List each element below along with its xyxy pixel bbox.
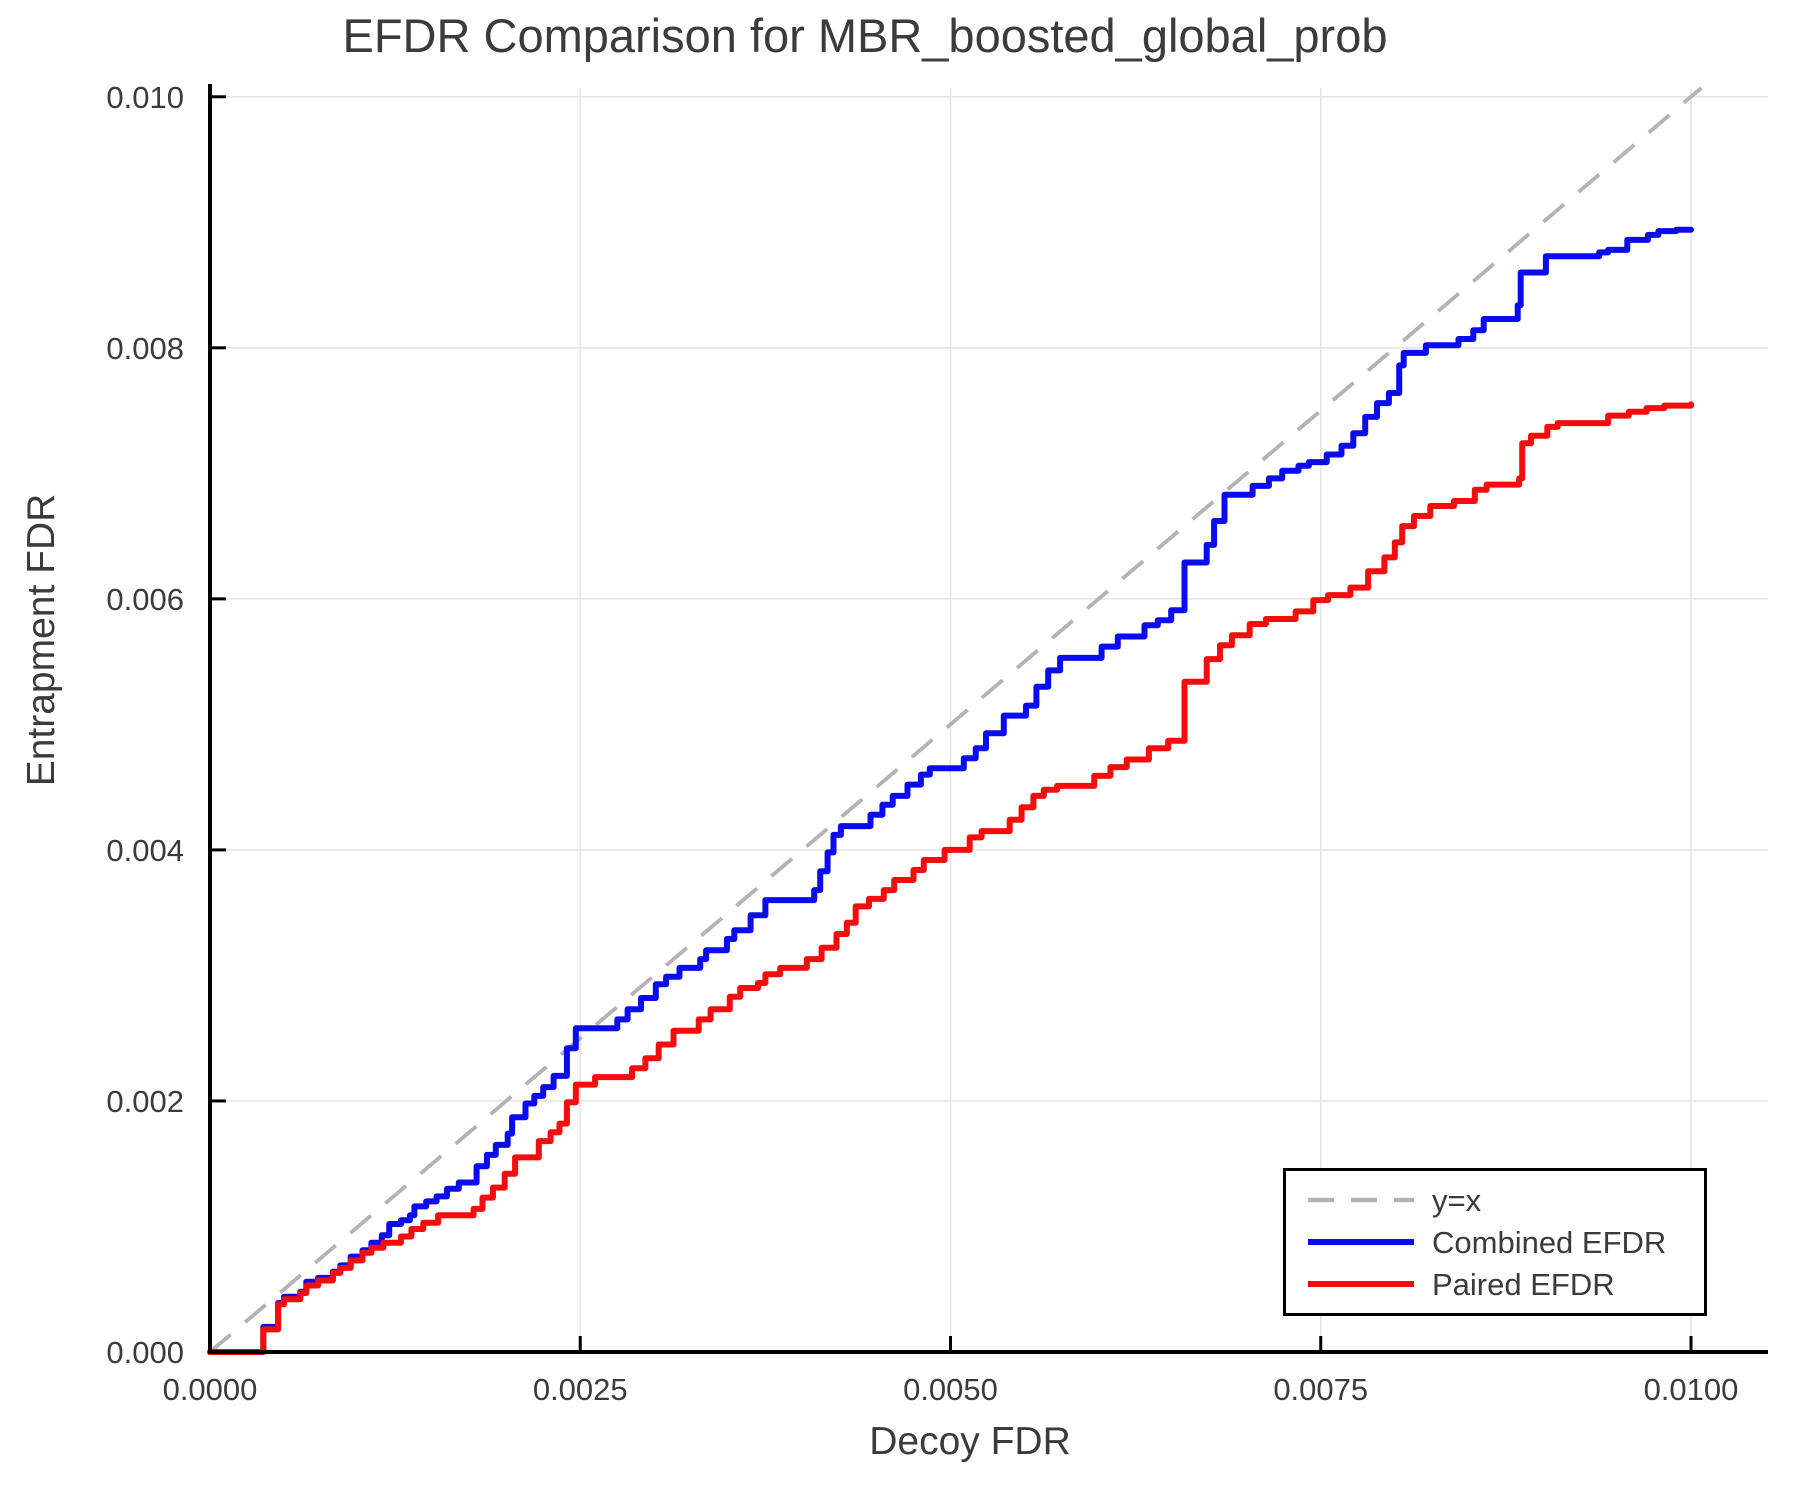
x-axis-label: Decoy FDR [869,1420,1071,1463]
legend-label-paired: Paired EFDR [1432,1266,1615,1302]
y-tick-label: 0.008 [106,331,184,366]
solid-line-sample-paired [1308,1281,1414,1287]
axes [208,84,1768,1354]
x-tick-label: 0.0025 [533,1372,628,1407]
legend-item-yx: y=x [1306,1179,1704,1221]
tick-labels: 0.0000 0.0025 0.0050 0.0075 0.0100 0.000 0.002… [106,80,1738,1407]
legend-box: y=x Combined EFDR Paired EFDR [1283,1168,1707,1316]
dashed-line-sample [1308,1197,1414,1203]
chart-title: EFDR Comparison for MBR_boosted_global_p… [342,9,1388,62]
legend-item-combined: Combined EFDR [1306,1221,1704,1263]
legend-label-yx: y=x [1432,1182,1482,1218]
x-tick-label: 0.0050 [903,1372,998,1407]
y-tick-label: 0.010 [106,80,184,115]
series-paired-efdr [207,401,1694,1355]
x-tick-label: 0.0000 [163,1372,258,1407]
legend-item-paired: Paired EFDR [1306,1263,1704,1305]
y-tick-label: 0.004 [106,833,184,868]
x-tick-label: 0.0100 [1644,1372,1739,1407]
x-tick-label: 0.0075 [1273,1372,1368,1407]
y-tick-label: 0.000 [106,1335,184,1370]
series-combined-efdr [207,226,1694,1355]
y-tick-label: 0.002 [106,1084,184,1119]
gridlines [210,88,1768,1352]
y-tick-label: 0.006 [106,582,184,617]
y-axis-label: Entrapment FDR [20,493,63,787]
legend-label-combined: Combined EFDR [1432,1224,1667,1260]
tick-marks [208,95,1693,1354]
solid-line-sample-combined [1308,1239,1414,1245]
series-reference-line [208,86,1703,1354]
